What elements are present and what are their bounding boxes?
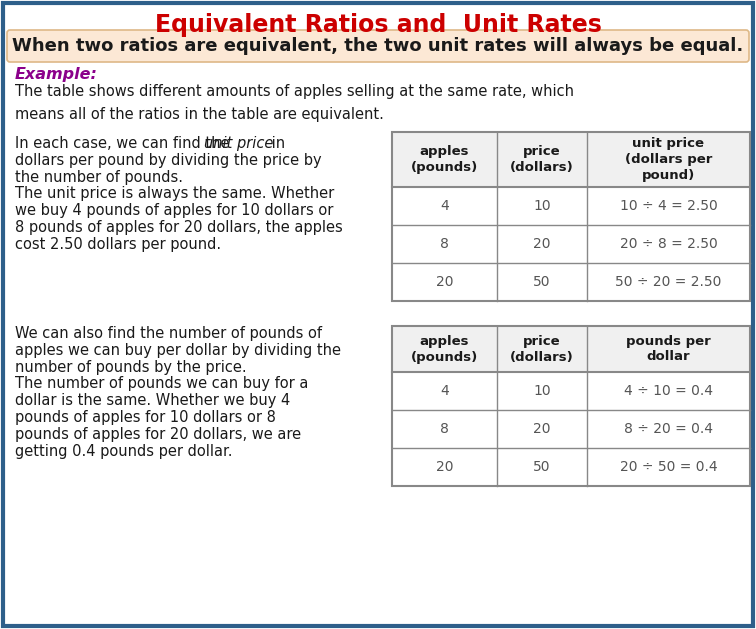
Text: Equivalent Ratios and  Unit Rates: Equivalent Ratios and Unit Rates (154, 13, 602, 37)
Text: 50: 50 (533, 460, 551, 474)
Text: pounds of apples for 10 dollars or 8: pounds of apples for 10 dollars or 8 (15, 410, 276, 425)
Bar (392, 132, 750, 187)
Text: price
(dollars): price (dollars) (510, 145, 574, 174)
Bar (392, 132, 750, 301)
Text: in: in (267, 136, 285, 151)
Text: The number of pounds we can buy for a: The number of pounds we can buy for a (15, 376, 308, 391)
Text: We can also find the number of pounds of: We can also find the number of pounds of (15, 326, 322, 341)
Text: 10: 10 (533, 384, 551, 398)
Text: Example:: Example: (15, 67, 98, 82)
Text: price
(dollars): price (dollars) (510, 335, 574, 364)
Text: 20: 20 (533, 237, 551, 251)
Text: 50 ÷ 20 = 2.50: 50 ÷ 20 = 2.50 (615, 275, 722, 289)
Text: 50: 50 (533, 275, 551, 289)
Bar (392, 132, 750, 301)
Text: apples we can buy per dollar by dividing the: apples we can buy per dollar by dividing… (15, 343, 341, 358)
Text: unit price: unit price (204, 136, 274, 151)
Text: 4 ÷ 10 = 0.4: 4 ÷ 10 = 0.4 (624, 384, 713, 398)
Text: unit price
(dollars per
pound): unit price (dollars per pound) (624, 137, 712, 182)
Text: 8: 8 (440, 422, 449, 436)
Bar (392, 326, 750, 372)
Text: 20 ÷ 50 = 0.4: 20 ÷ 50 = 0.4 (620, 460, 717, 474)
Text: 10: 10 (533, 199, 551, 213)
Text: the number of pounds.: the number of pounds. (15, 170, 183, 184)
Text: pounds of apples for 20 dollars, we are: pounds of apples for 20 dollars, we are (15, 427, 301, 442)
Text: 8: 8 (440, 237, 449, 251)
Text: apples
(pounds): apples (pounds) (411, 145, 478, 174)
Text: cost 2.50 dollars per pound.: cost 2.50 dollars per pound. (15, 237, 221, 252)
Bar (392, 326, 750, 486)
Text: The unit price is always the same. Whether: The unit price is always the same. Wheth… (15, 186, 334, 201)
Text: number of pounds by the price.: number of pounds by the price. (15, 360, 246, 375)
Text: 4: 4 (440, 199, 449, 213)
FancyBboxPatch shape (3, 3, 753, 626)
Text: In each case, we can find the: In each case, we can find the (15, 136, 234, 151)
Text: getting 0.4 pounds per dollar.: getting 0.4 pounds per dollar. (15, 443, 233, 459)
FancyBboxPatch shape (7, 30, 749, 62)
Text: 20 ÷ 8 = 2.50: 20 ÷ 8 = 2.50 (620, 237, 717, 251)
Text: 10 ÷ 4 = 2.50: 10 ÷ 4 = 2.50 (620, 199, 717, 213)
Text: 8 pounds of apples for 20 dollars, the apples: 8 pounds of apples for 20 dollars, the a… (15, 220, 342, 235)
Text: 20: 20 (435, 275, 454, 289)
Text: 20: 20 (435, 460, 454, 474)
Text: we buy 4 pounds of apples for 10 dollars or: we buy 4 pounds of apples for 10 dollars… (15, 203, 333, 218)
Text: dollars per pound by dividing the price by: dollars per pound by dividing the price … (15, 153, 321, 168)
Text: When two ratios are equivalent, the two unit rates will always be equal.: When two ratios are equivalent, the two … (12, 37, 744, 55)
Bar (392, 326, 750, 486)
Text: pounds per
dollar: pounds per dollar (626, 335, 711, 364)
Text: apples
(pounds): apples (pounds) (411, 335, 478, 364)
Text: The table shows different amounts of apples selling at the same rate, which
mean: The table shows different amounts of app… (15, 84, 574, 121)
Text: 20: 20 (533, 422, 551, 436)
Text: 4: 4 (440, 384, 449, 398)
Text: dollar is the same. Whether we buy 4: dollar is the same. Whether we buy 4 (15, 393, 290, 408)
Text: 8 ÷ 20 = 0.4: 8 ÷ 20 = 0.4 (624, 422, 713, 436)
